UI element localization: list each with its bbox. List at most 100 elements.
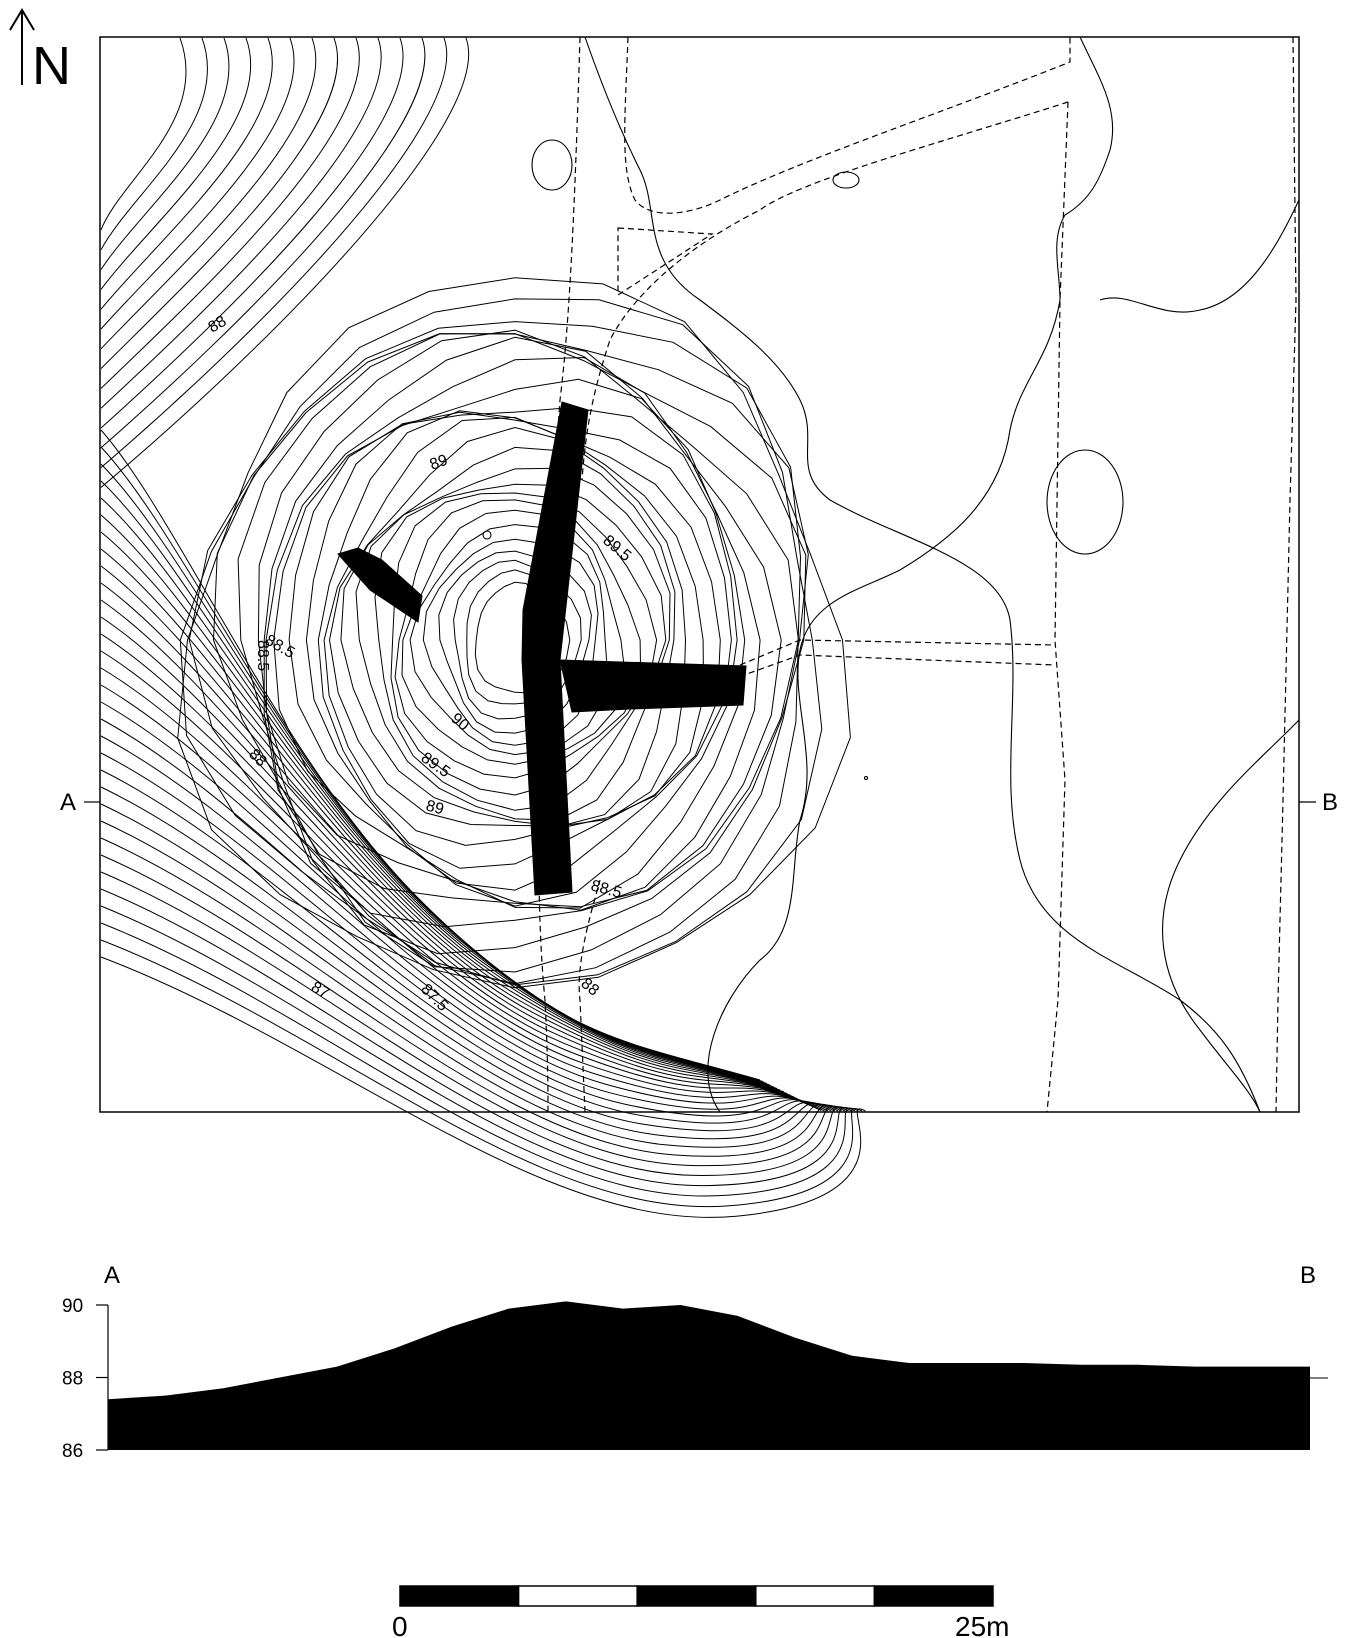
scale-bar-segment — [636, 1585, 757, 1607]
contour-ring — [355, 467, 671, 821]
north-arrow: N — [9, 8, 71, 96]
elevation-profile: A B 90 88 86 — [62, 1262, 1328, 1462]
contour-slope-northwest — [100, 37, 317, 350]
contour-ring — [305, 411, 732, 891]
contour-slope-northwest — [100, 37, 404, 429]
terrain-outlines — [482, 36, 1300, 1113]
contour-slope-southwest — [100, 837, 842, 1148]
contour-slope-southwest — [100, 905, 856, 1187]
contour-ring — [273, 378, 746, 909]
contour-slope-northwest — [100, 37, 252, 290]
contour-slope-northwest — [100, 37, 469, 488]
profile-label-b: B — [1300, 1262, 1316, 1289]
north-label: N — [32, 36, 71, 96]
contour-slope-southwest — [100, 548, 784, 1093]
contour-slope-northwest — [100, 37, 208, 251]
contour-slope-southwest — [100, 956, 866, 1218]
contour-label: 88 — [245, 746, 270, 771]
trench-east — [559, 659, 747, 713]
contour-label: 88 — [577, 975, 602, 1000]
scale-label-end: 25m — [955, 1611, 1009, 1638]
profile-tick-label: 90 — [62, 1296, 83, 1317]
contour-slope-southwest — [100, 531, 781, 1091]
contour-slope-southwest — [100, 599, 795, 1098]
scale-bar-segments — [399, 1585, 994, 1607]
contour-slope-southwest — [100, 752, 825, 1112]
trench-west — [337, 547, 423, 623]
profile-ticks: 90 88 86 — [62, 1296, 108, 1462]
contour-slope-southwest — [100, 633, 801, 1101]
contour-slope-northwest — [100, 37, 448, 468]
contour-slope-southwest — [100, 769, 829, 1117]
contour-slope-southwest — [100, 871, 849, 1167]
contour-slope-northwest — [100, 37, 338, 369]
section-marker-b: B — [1322, 789, 1338, 816]
scale-bar: 0 25m — [392, 1585, 1009, 1638]
contour-slope-southwest — [100, 684, 812, 1106]
contour-label: 88.5 — [254, 640, 271, 671]
contour-slope-southwest — [100, 582, 791, 1096]
profile-tick-label: 86 — [62, 1441, 83, 1462]
contour-ring — [328, 426, 687, 827]
contour-slope-southwest — [100, 786, 832, 1124]
contour-ring — [188, 321, 802, 985]
contour-slope-northwest — [100, 37, 426, 449]
contour-label: 89 — [424, 797, 446, 818]
section-marker-a: A — [60, 789, 76, 816]
contour-slope-southwest — [100, 735, 822, 1112]
contour-label: 89.5 — [599, 532, 634, 565]
contour-slope-southwest — [100, 497, 774, 1088]
contour-label: 89.5 — [418, 749, 453, 781]
contour-slope-southwest — [100, 922, 859, 1197]
contour-ring — [323, 416, 705, 846]
trench-north-south — [521, 401, 589, 896]
contour-slope-southwest — [100, 463, 767, 1084]
contour-ring — [263, 336, 782, 908]
contour-ring — [257, 329, 799, 928]
contour-slope-southwest — [100, 803, 836, 1132]
dashed-boundaries — [538, 36, 1297, 1113]
contour-ring — [179, 298, 823, 986]
contour-ring — [422, 538, 599, 746]
contour-ring — [317, 410, 721, 869]
contour-slope-southwest — [100, 514, 778, 1089]
contour-slope-northwest — [100, 37, 382, 409]
contour-label: 88.5 — [589, 877, 624, 902]
contour-slope-southwest — [100, 667, 808, 1105]
contour-slope-northwest — [100, 37, 360, 389]
contour-slope-northwest — [100, 37, 187, 231]
map-frame — [99, 36, 1300, 1113]
contour-slope-southwest — [100, 565, 788, 1095]
profile-label-a: A — [104, 1262, 120, 1289]
scale-bar-segment — [873, 1585, 994, 1607]
contour-ring — [390, 492, 658, 796]
scale-label-start: 0 — [392, 1611, 408, 1638]
contour-slope-southwest — [100, 701, 815, 1108]
contour-slope-northwest — [100, 37, 230, 270]
contour-label: 87 — [308, 979, 332, 1003]
contour-slope-northwest — [100, 37, 273, 310]
profile-silhouette — [108, 1301, 1310, 1450]
contour-ring — [177, 277, 851, 989]
contour-ring — [401, 509, 626, 765]
contour-ring — [288, 406, 738, 907]
contour-label: 90 — [447, 710, 472, 735]
scale-bar-segment — [517, 1585, 638, 1607]
contour-ring — [237, 333, 807, 955]
contour-ring — [340, 446, 676, 827]
scale-bar-segment — [755, 1585, 876, 1607]
contour-lines — [100, 37, 866, 1218]
contour-slope-southwest — [100, 480, 771, 1086]
contour-slope-southwest — [100, 939, 863, 1208]
contour-slope-southwest — [100, 888, 853, 1176]
contour-slope-southwest — [100, 718, 819, 1110]
section-line-markers: A B — [60, 789, 1338, 816]
contour-slope-southwest — [100, 650, 805, 1103]
scale-bar-segment — [399, 1585, 520, 1607]
contour-slope-southwest — [100, 446, 764, 1083]
contour-label: 88 — [206, 313, 230, 337]
contour-slope-northwest — [100, 37, 295, 330]
contour-label: 89 — [428, 452, 451, 474]
contour-slope-southwest — [100, 616, 798, 1100]
